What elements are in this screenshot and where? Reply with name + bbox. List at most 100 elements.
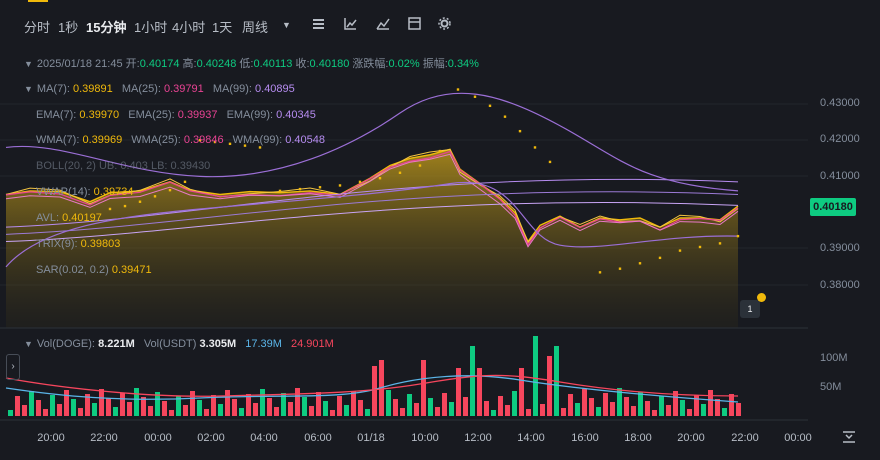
wma25-label: WMA(25): — [131, 134, 181, 146]
timeframe-tab-week[interactable]: 周线 — [242, 20, 269, 35]
chart-type-icon[interactable] — [344, 17, 357, 33]
timeframe-tab-4h[interactable]: 4小时 — [172, 20, 206, 35]
collapse-icon[interactable]: ▼ — [24, 84, 33, 94]
sar-dot — [418, 164, 422, 167]
sar-dot — [298, 187, 302, 191]
volume-bar — [106, 398, 111, 416]
vol-doge-value: 8.221M — [98, 338, 135, 350]
open-value: 0.40174 — [139, 58, 180, 70]
low-value: 0.40113 — [253, 58, 293, 70]
indicator-icon[interactable] — [312, 17, 325, 33]
volume-bar — [596, 407, 601, 416]
volume-bar — [92, 403, 97, 416]
time-tick: 22:00 — [731, 432, 759, 444]
sar-dot — [678, 249, 682, 252]
volume-bar — [722, 408, 727, 416]
volume-bar — [197, 400, 202, 416]
volume-legend: ▼ Vol(DOGE): 8.221M Vol(USDT) 3.305M 17.3… — [24, 338, 334, 350]
collapse-icon[interactable]: ▼ — [24, 339, 33, 349]
close-label: 收: — [295, 58, 310, 70]
time-tick: 10:00 — [411, 432, 439, 444]
volume-bar — [659, 396, 664, 416]
template-icon[interactable] — [408, 17, 421, 33]
volume-bar — [134, 388, 139, 416]
volume-bar — [505, 405, 510, 416]
ohlc-date: 2025/01/18 21:45 — [36, 58, 123, 70]
avl-label: AVL: — [36, 212, 60, 224]
timeframe-tab-1s[interactable]: 1秒 — [58, 20, 79, 35]
volume-bar — [162, 401, 167, 416]
volume-bar — [232, 399, 237, 416]
volume-ma-lines — [5, 374, 739, 403]
avl-value: 0.40197 — [62, 212, 102, 224]
scroll-to-latest-icon[interactable] — [842, 430, 856, 447]
volume-bar — [652, 410, 657, 416]
volume-bar — [309, 406, 314, 416]
volume-bar — [288, 402, 293, 416]
settings-icon[interactable] — [438, 17, 451, 33]
sar-dot — [213, 140, 217, 144]
wma99-label: WMA(99): — [232, 134, 283, 146]
timeframe-tab-1h[interactable]: 1小时 — [134, 20, 168, 35]
volume-bar — [491, 410, 496, 416]
vwap-label: VWAP(14): — [36, 186, 91, 198]
volume-bar — [260, 389, 265, 416]
volume-bar — [50, 395, 55, 416]
sar-dot — [658, 256, 662, 260]
sar-dot — [398, 171, 402, 174]
volume-bar — [610, 402, 615, 416]
volume-bar — [463, 397, 468, 416]
volume-bar — [120, 393, 125, 416]
vwap-legend: VWAP(14): 0.39734 — [36, 186, 133, 198]
volume-bar — [470, 346, 475, 416]
volume-bar — [330, 410, 335, 416]
timeframe-tab-1d[interactable]: 1天 — [212, 20, 233, 35]
sar-dot — [503, 115, 507, 118]
volume-bar — [99, 389, 104, 416]
amplitude-label: 振幅: — [422, 58, 448, 70]
volume-bar — [218, 404, 223, 416]
draw-icon[interactable] — [376, 17, 390, 33]
sar-dot — [123, 204, 127, 208]
time-tick: 00:00 — [144, 432, 172, 444]
timeframe-tab-time[interactable]: 分时 — [24, 20, 51, 35]
sar-dot — [473, 95, 477, 98]
sar-dot — [518, 129, 522, 133]
ema99-line — [5, 191, 739, 235]
order-badge[interactable]: 1 — [740, 300, 760, 318]
price-tick: 0.38000 — [820, 279, 860, 291]
price-tick: 0.43000 — [820, 97, 860, 109]
volume-bar — [421, 360, 426, 416]
volume-bar — [15, 396, 20, 416]
sar-dot — [533, 146, 537, 149]
volume-bar — [169, 410, 174, 416]
vol-ma2-value: 24.901M — [290, 338, 334, 350]
sar-dot — [618, 267, 622, 270]
volume-bar — [127, 402, 132, 416]
volume-tick: 100M — [820, 352, 848, 364]
volume-bar — [407, 394, 412, 416]
volume-bar — [498, 396, 503, 416]
timeframe-tab-15m[interactable]: 15分钟 — [86, 20, 127, 35]
expand-panel-button[interactable]: › — [6, 354, 20, 380]
volume-bar — [29, 391, 34, 416]
volume-bar — [365, 409, 370, 416]
volume-bar — [435, 407, 440, 416]
vol-ma1-value: 17.39M — [245, 338, 282, 350]
chevron-down-icon[interactable]: ▼ — [282, 20, 291, 30]
volume-bar — [344, 405, 349, 416]
collapse-icon[interactable]: ▼ — [24, 59, 33, 69]
volume-bar — [337, 396, 342, 416]
volume-bar — [631, 406, 636, 416]
volume-bar — [708, 390, 713, 416]
close-value: 0.40180 — [309, 58, 350, 70]
volume-bar — [267, 398, 272, 416]
chart-toolbar: 分时 1秒 15分钟 1小时 4小时 1天 周线 ▼ — [0, 0, 880, 50]
boll-legend: BOLL(20, 2) UB: 0.403 LB: 0.39430 — [36, 160, 210, 172]
volume-bar — [78, 408, 83, 416]
boll-label: BOLL(20, 2) — [36, 160, 96, 172]
price-tick: 0.42000 — [820, 133, 860, 145]
wma99-line — [5, 201, 739, 243]
wma7-label: WMA(7): — [36, 134, 80, 146]
